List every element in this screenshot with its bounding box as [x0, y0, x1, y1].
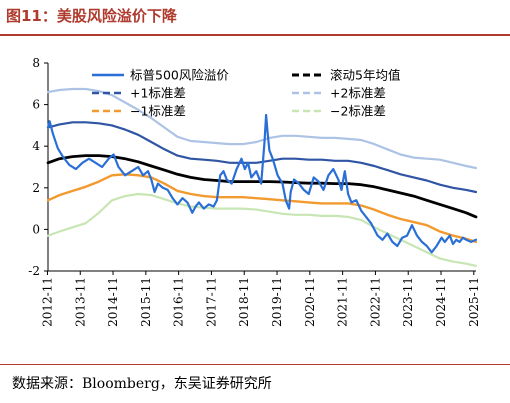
legend-label: 滚动5年均值 [330, 68, 400, 83]
x-tick-label: 2017-11 [204, 277, 218, 327]
y-tick-label: 2 [32, 181, 40, 195]
x-tick-label: 2014-11 [106, 277, 120, 327]
x-tick-label: 2021-11 [336, 277, 350, 327]
y-tick-label: 4 [32, 139, 40, 153]
y-tick-label: 6 [32, 98, 40, 112]
x-tick-label: 2024-11 [434, 277, 448, 327]
chart-title: 图11：美股风险溢价下降 [6, 7, 177, 25]
x-tick-label: 2013-11 [73, 277, 87, 327]
series-line-3 [46, 87, 478, 170]
source-note: 数据来源：Bloomberg，东吴证券研究所 [12, 376, 272, 392]
title-divider [0, 34, 510, 36]
x-tick-label: 2016-11 [172, 277, 186, 327]
series-line-0 [46, 113, 478, 254]
x-tick-label: 2022-11 [368, 277, 382, 327]
legend-label: 标普500风险溢价 [130, 68, 229, 83]
legend-label: +1标准差 [130, 86, 186, 101]
x-tick-label: 2019-11 [270, 277, 284, 327]
series-line-1 [46, 154, 478, 219]
y-tick-label: 8 [32, 56, 40, 70]
series-line-5 [46, 192, 478, 267]
y-tick-label: 0 [32, 222, 40, 236]
legend-label: −1标准差 [130, 104, 186, 119]
legend-label: −2标准差 [330, 104, 386, 119]
series-layer [46, 87, 478, 267]
x-tick-label: 2018-11 [237, 277, 251, 327]
y-tick-label: -2 [28, 264, 40, 278]
legend: 标普500风险溢价 滚动5年均值 +1标准差 +2标准差 −1标准差 −2标准差 [92, 68, 400, 119]
series-line-4 [46, 173, 478, 244]
x-tick-label: 2020-11 [303, 277, 317, 327]
axes: -2 0 2 4 6 8 2012-11 2013-11 2014-11 2015-11 2016-… [28, 56, 481, 327]
x-tick-label: 2023-11 [401, 277, 415, 327]
legend-label: +2标准差 [330, 86, 386, 101]
x-tick-label: 2025-11 [467, 277, 481, 327]
x-tick-label: 2012-11 [40, 277, 54, 327]
footer-divider [0, 364, 510, 365]
x-tick-label: 2015-11 [139, 277, 153, 327]
